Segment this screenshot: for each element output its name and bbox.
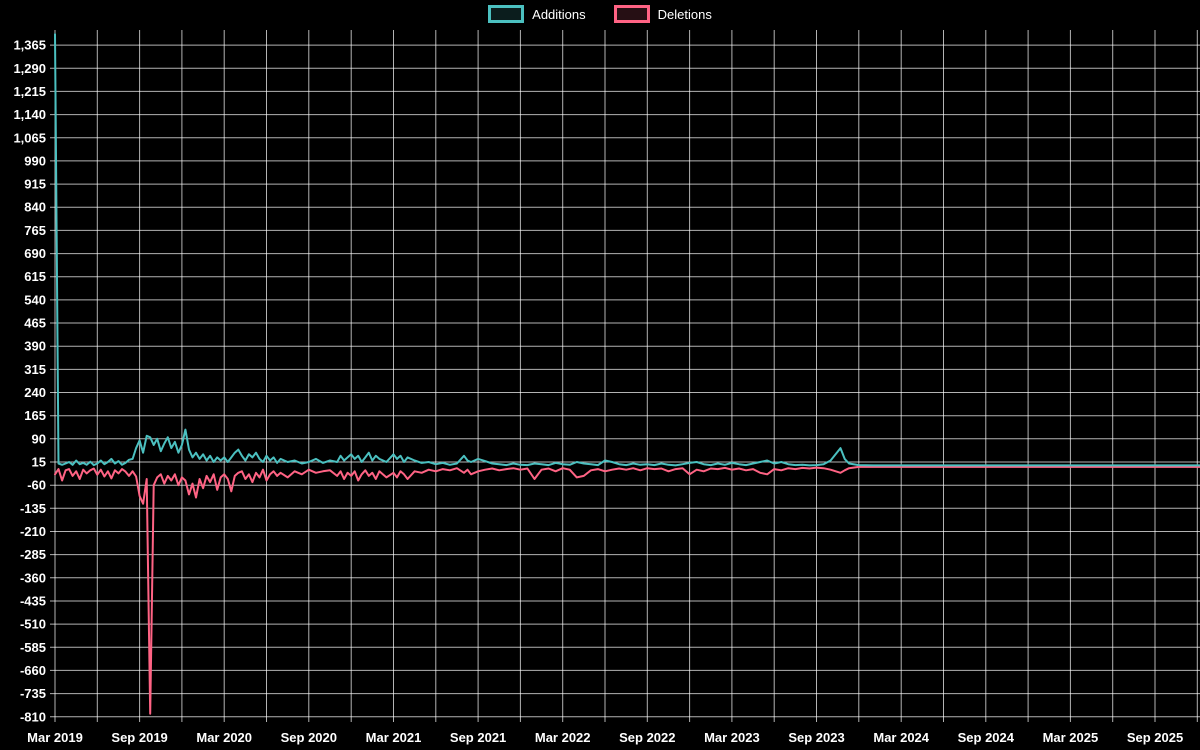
svg-text:-735: -735 [20, 686, 46, 701]
svg-text:-660: -660 [20, 663, 46, 678]
svg-text:Mar 2022: Mar 2022 [535, 730, 591, 745]
svg-text:390: 390 [24, 339, 46, 354]
svg-text:240: 240 [24, 385, 46, 400]
svg-text:690: 690 [24, 246, 46, 261]
svg-text:Mar 2023: Mar 2023 [704, 730, 760, 745]
svg-text:-360: -360 [20, 570, 46, 585]
gridlines [50, 30, 1200, 722]
svg-text:-135: -135 [20, 501, 46, 516]
x-axis-tick-labels: Mar 2019 Sep 2019 Mar 2020 Sep 2020 Mar 2021… [27, 730, 1183, 745]
svg-text:1,365: 1,365 [13, 38, 46, 53]
svg-text:-435: -435 [20, 594, 46, 609]
svg-text:315: 315 [24, 362, 46, 377]
svg-text:15: 15 [32, 455, 46, 470]
svg-text:90: 90 [32, 431, 46, 446]
data-series [54, 33, 1200, 715]
svg-text:-585: -585 [20, 640, 46, 655]
svg-text:540: 540 [24, 292, 46, 307]
svg-text:Mar 2024: Mar 2024 [873, 730, 929, 745]
svg-text:615: 615 [24, 269, 46, 284]
svg-text:Mar 2025: Mar 2025 [1043, 730, 1099, 745]
svg-text:-810: -810 [20, 709, 46, 724]
deletions-line [54, 465, 1200, 715]
chart-legend: Additions Deletions [0, 5, 1200, 23]
svg-text:Sep 2024: Sep 2024 [958, 730, 1015, 745]
svg-text:-60: -60 [27, 478, 46, 493]
svg-text:Mar 2020: Mar 2020 [196, 730, 252, 745]
svg-text:1,215: 1,215 [13, 84, 46, 99]
svg-text:990: 990 [24, 153, 46, 168]
additions-line [54, 33, 1200, 467]
additions-swatch-icon [488, 5, 525, 23]
svg-text:465: 465 [24, 316, 46, 331]
svg-text:Mar 2021: Mar 2021 [366, 730, 422, 745]
legend-label-deletions: Deletions [657, 6, 712, 22]
svg-text:-285: -285 [20, 547, 46, 562]
svg-text:165: 165 [24, 408, 46, 423]
svg-text:Mar 2019: Mar 2019 [27, 730, 83, 745]
svg-text:Sep 2020: Sep 2020 [281, 730, 337, 745]
svg-text:1,140: 1,140 [13, 107, 46, 122]
svg-text:Sep 2019: Sep 2019 [111, 730, 167, 745]
legend-label-additions: Additions [532, 6, 586, 22]
svg-text:Sep 2025: Sep 2025 [1127, 730, 1183, 745]
svg-text:-210: -210 [20, 524, 46, 539]
legend-item-deletions[interactable]: Deletions [613, 5, 712, 23]
svg-text:915: 915 [24, 177, 46, 192]
legend-item-additions[interactable]: Additions [488, 5, 586, 23]
y-axis-tick-labels: 1,365 1,290 1,215 1,140 1,065 990 915 840 765 690… [13, 38, 46, 725]
svg-text:840: 840 [24, 200, 46, 215]
svg-text:1,065: 1,065 [13, 130, 46, 145]
svg-text:Sep 2022: Sep 2022 [619, 730, 675, 745]
deletions-swatch-icon [613, 5, 650, 23]
svg-text:765: 765 [24, 223, 46, 238]
svg-text:Sep 2023: Sep 2023 [788, 730, 844, 745]
svg-text:-510: -510 [20, 617, 46, 632]
svg-text:Sep 2021: Sep 2021 [450, 730, 506, 745]
svg-text:1,290: 1,290 [13, 61, 46, 76]
